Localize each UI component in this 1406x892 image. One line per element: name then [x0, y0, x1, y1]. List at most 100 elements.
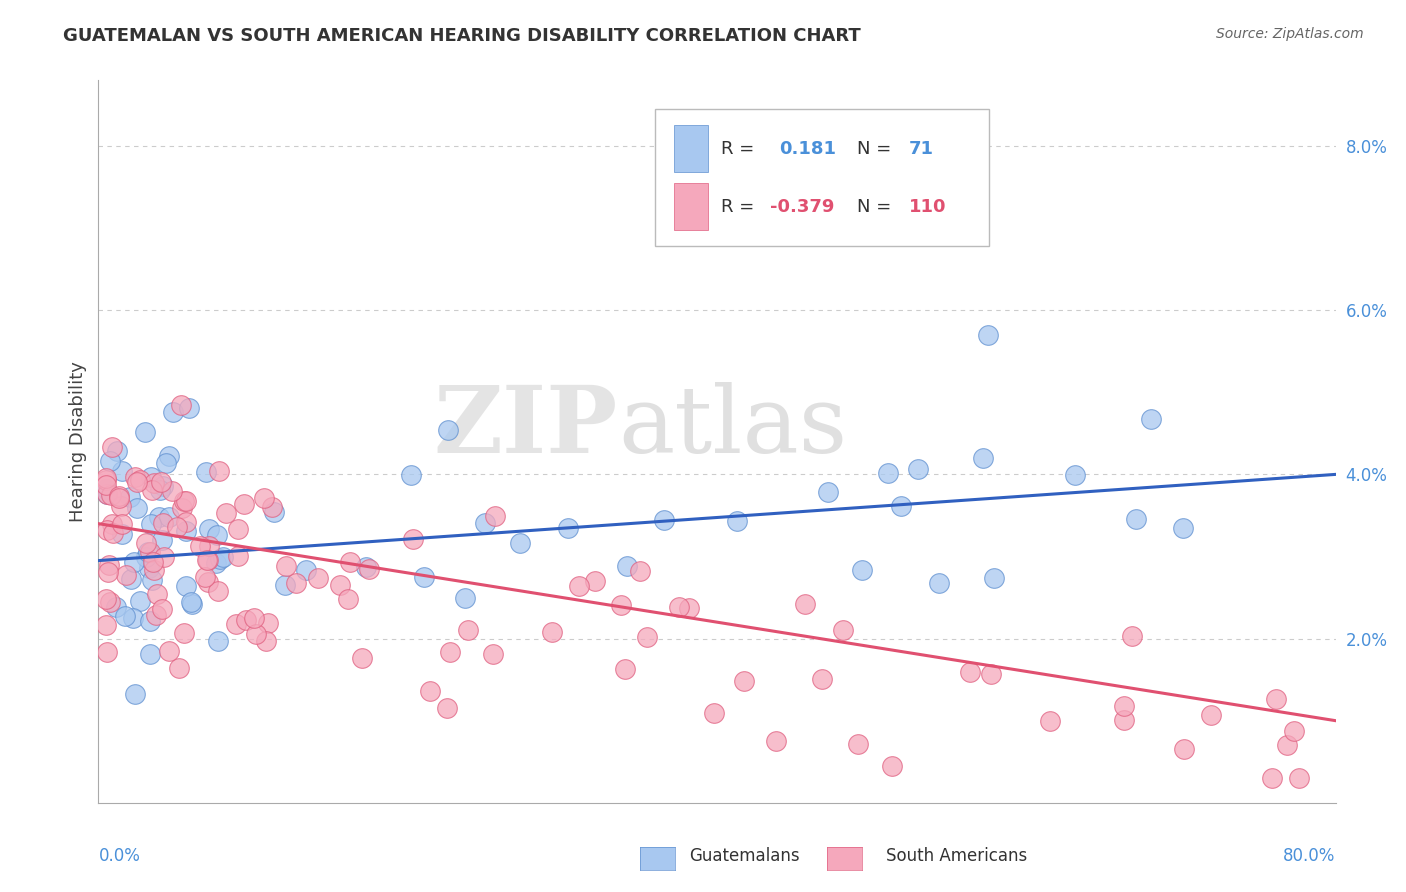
- Point: [1277, 739, 1299, 753]
- Point: [794, 597, 817, 611]
- Point: [134, 425, 156, 439]
- Point: [114, 567, 136, 582]
- Point: [972, 451, 994, 466]
- Point: [205, 556, 228, 570]
- Point: [337, 591, 360, 606]
- Point: [127, 500, 149, 515]
- Point: [274, 578, 297, 592]
- Point: [636, 630, 658, 644]
- Point: [141, 573, 163, 587]
- Point: [150, 602, 173, 616]
- Point: [141, 516, 163, 531]
- Text: ZIP: ZIP: [434, 382, 619, 472]
- Point: [207, 633, 229, 648]
- Point: [208, 464, 231, 478]
- Point: [162, 405, 184, 419]
- Point: [668, 600, 690, 615]
- Point: [977, 327, 1000, 342]
- Point: [195, 553, 218, 567]
- Point: [136, 545, 159, 559]
- Point: [284, 575, 307, 590]
- Text: 71: 71: [908, 140, 934, 158]
- Point: [419, 684, 441, 698]
- Point: [354, 560, 377, 574]
- Point: [457, 624, 479, 638]
- Point: [142, 555, 165, 569]
- Point: [150, 533, 173, 548]
- Text: Guatemalans: Guatemalans: [689, 847, 800, 865]
- Point: [557, 521, 579, 535]
- Point: [108, 491, 131, 505]
- Point: [142, 476, 165, 491]
- Point: [1260, 771, 1282, 785]
- Point: [120, 573, 142, 587]
- Point: [233, 496, 256, 510]
- Point: [105, 444, 128, 458]
- Point: [97, 565, 120, 579]
- Point: [357, 562, 380, 576]
- Point: [100, 488, 122, 502]
- Point: [983, 571, 1005, 585]
- Point: [1125, 512, 1147, 526]
- Point: [96, 487, 118, 501]
- Point: [96, 478, 118, 492]
- Point: [1173, 742, 1195, 756]
- Point: [890, 499, 912, 513]
- Point: [253, 491, 276, 506]
- Point: [412, 570, 434, 584]
- Point: [96, 617, 118, 632]
- Point: [152, 516, 174, 530]
- Point: [170, 399, 193, 413]
- Bar: [673, 183, 709, 230]
- Point: [96, 473, 118, 487]
- FancyBboxPatch shape: [655, 109, 990, 246]
- Text: R =: R =: [721, 198, 754, 216]
- Point: [226, 522, 249, 536]
- Point: [107, 489, 129, 503]
- Point: [188, 539, 211, 553]
- Point: [135, 536, 157, 550]
- Point: [127, 475, 149, 489]
- Point: [172, 501, 194, 516]
- Point: [148, 510, 170, 524]
- Point: [1140, 411, 1163, 425]
- Point: [628, 564, 651, 578]
- Point: [733, 673, 755, 688]
- Point: [339, 555, 361, 569]
- Point: [149, 483, 172, 498]
- Text: atlas: atlas: [619, 382, 848, 472]
- Point: [100, 440, 122, 454]
- Y-axis label: Hearing Disability: Hearing Disability: [69, 361, 87, 522]
- Point: [124, 470, 146, 484]
- Point: [153, 549, 176, 564]
- Point: [98, 595, 121, 609]
- Point: [141, 483, 163, 498]
- Text: -0.379: -0.379: [770, 198, 835, 216]
- Point: [114, 609, 136, 624]
- Point: [276, 559, 298, 574]
- Text: 110: 110: [908, 198, 946, 216]
- Point: [152, 478, 174, 492]
- Point: [352, 651, 374, 665]
- Point: [96, 523, 118, 537]
- Point: [197, 553, 219, 567]
- Point: [139, 647, 162, 661]
- Point: [122, 556, 145, 570]
- Point: [616, 559, 638, 574]
- Point: [907, 462, 929, 476]
- Point: [138, 560, 160, 574]
- Point: [225, 616, 247, 631]
- Point: [484, 509, 506, 524]
- Point: [173, 494, 195, 508]
- Point: [654, 513, 676, 527]
- Point: [846, 737, 869, 751]
- Point: [111, 464, 134, 478]
- Point: [214, 506, 236, 520]
- Point: [174, 494, 197, 508]
- Point: [160, 484, 183, 499]
- Point: [474, 516, 496, 530]
- Point: [928, 575, 950, 590]
- Point: [1114, 699, 1136, 714]
- Point: [134, 550, 156, 565]
- Point: [263, 505, 285, 519]
